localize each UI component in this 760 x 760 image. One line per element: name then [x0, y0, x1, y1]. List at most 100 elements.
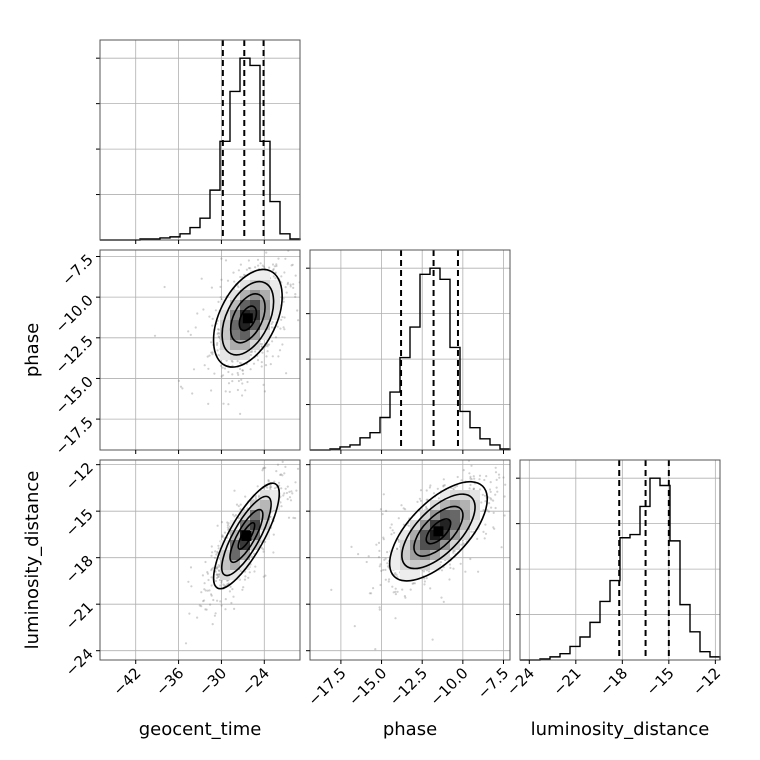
sample-point	[210, 545, 213, 548]
sample-point	[233, 489, 236, 492]
sample-point	[224, 259, 228, 262]
sample-point	[265, 457, 267, 459]
sample-point	[427, 570, 431, 573]
sample-point	[232, 513, 235, 516]
sample-point	[487, 510, 490, 513]
density-cell	[250, 300, 260, 310]
sample-point	[220, 604, 223, 607]
sample-point	[204, 608, 207, 611]
sample-point	[490, 506, 493, 509]
sample-point	[215, 565, 218, 569]
sample-point	[240, 378, 243, 381]
sample-point	[216, 599, 219, 602]
density-cell	[230, 310, 240, 320]
sample-point	[204, 560, 207, 564]
sample-point	[469, 557, 472, 561]
sample-point	[224, 598, 227, 601]
sample-point	[511, 489, 513, 491]
ylabel-luminosity-distance: luminosity_distance	[22, 471, 43, 650]
density-cell	[390, 550, 400, 560]
sample-point	[262, 575, 265, 578]
sample-point	[201, 574, 204, 577]
xtick-label-luminosity_distance: −21	[550, 664, 585, 699]
sample-point	[288, 490, 291, 493]
sample-point	[310, 456, 312, 458]
panel-phase-vs-luminosity_distance: −17.5−15.0−12.5−10.0 −7.5	[280, 459, 516, 709]
sample-point	[217, 544, 220, 547]
density-cell	[450, 510, 460, 520]
histogram-luminosity_distance	[520, 477, 721, 661]
sample-point	[264, 466, 267, 469]
sample-point	[262, 265, 266, 268]
ylabel-phase: phase	[22, 323, 43, 377]
sample-point	[390, 533, 393, 536]
sample-point	[397, 539, 400, 542]
sample-point	[219, 584, 222, 587]
xtick-label-luminosity_distance: −15	[643, 664, 678, 699]
sample-point	[280, 275, 283, 278]
sample-point	[419, 499, 422, 502]
sample-point	[478, 478, 481, 481]
sample-point	[273, 487, 276, 490]
panel-geocent_time-vs-phase: −17.5−15.0−12.5−10.0−7.5	[52, 241, 301, 458]
sample-point	[235, 241, 237, 243]
sample-point	[217, 575, 220, 579]
sample-point	[194, 326, 197, 329]
sample-point	[397, 540, 401, 544]
contour-line	[229, 508, 264, 564]
density-cell	[470, 490, 480, 500]
sample-point	[284, 465, 287, 468]
sample-point	[217, 564, 220, 567]
sample-point	[239, 412, 242, 415]
sample-point	[283, 328, 286, 331]
sample-point	[282, 300, 285, 303]
sample-point	[452, 487, 455, 490]
sample-point	[239, 503, 242, 506]
sample-point	[262, 550, 265, 553]
sample-point	[200, 277, 203, 280]
sample-point	[268, 266, 271, 269]
contour-line	[413, 505, 464, 557]
sample-point	[469, 475, 472, 478]
sample-point	[239, 275, 242, 279]
sample-point	[394, 617, 397, 620]
sample-point	[214, 309, 217, 312]
sample-point	[206, 572, 209, 575]
density-cell	[400, 530, 410, 540]
panel-geocent_time-vs-phase-frame	[99, 249, 301, 451]
sample-point	[286, 455, 288, 457]
sample-point	[272, 551, 275, 554]
sample-point	[238, 361, 242, 364]
density-cell	[460, 530, 470, 540]
sample-point	[240, 362, 243, 365]
sample-point	[264, 364, 268, 367]
sample-point	[242, 372, 245, 375]
sample-point	[215, 573, 218, 576]
density-cell	[250, 530, 260, 540]
sample-point	[484, 532, 488, 535]
sample-point	[214, 570, 217, 573]
sample-point	[237, 373, 240, 376]
contour-line	[388, 480, 489, 582]
sample-point	[210, 576, 213, 579]
sample-point	[208, 315, 211, 318]
sample-point	[136, 452, 138, 454]
sample-point	[177, 379, 180, 382]
sample-point	[271, 321, 274, 324]
sample-point	[381, 513, 384, 516]
sample-point	[220, 257, 223, 260]
sample-point	[209, 603, 212, 606]
sample-point	[226, 526, 229, 529]
sample-point	[211, 551, 214, 554]
sample-point	[514, 473, 516, 475]
density-cell	[260, 270, 270, 280]
sample-point	[264, 540, 267, 544]
sample-point	[179, 385, 183, 388]
sample-point	[267, 343, 271, 346]
sample-point	[280, 695, 282, 697]
sample-point	[478, 474, 482, 477]
density-cell	[260, 310, 270, 320]
sample-point	[442, 484, 445, 487]
density-cell	[450, 520, 460, 530]
sample-point	[277, 355, 280, 358]
